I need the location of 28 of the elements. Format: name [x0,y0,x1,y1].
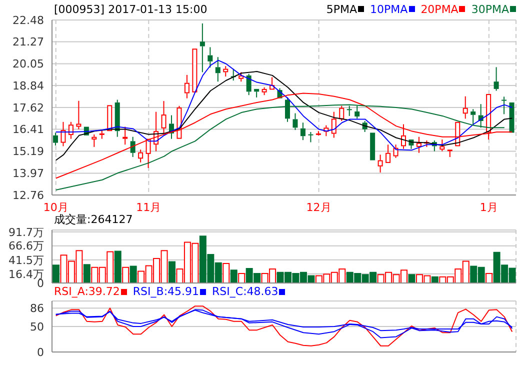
y-tick-label: 15.19 [12,145,44,158]
legend-label: 10PMA [370,2,409,16]
legend-label: RSI_B:45.91 [132,285,200,298]
y-tick-label: 0 [37,346,44,359]
y-tick-label: 50 [30,320,44,334]
y-tick-label: 17.62 [12,101,44,114]
x-tick-label: 10月 [43,200,68,214]
y-tick-label: 20.05 [12,58,44,71]
y-tick-label: 18.84 [12,79,44,92]
y-tick-label: 12.76 [12,188,44,202]
x-tick-label: 1月 [480,200,498,214]
x-tick-label: 11月 [136,200,162,214]
y-tick-label: 86 [30,302,44,316]
y-tick-label: 21.27 [12,36,44,49]
y-tick-label: 13.97 [12,167,44,180]
y-tick-label: 22.48 [12,14,44,27]
legend-label: 5PMA [326,2,358,16]
legend-label: RSI_A:39.72 [54,285,121,298]
legend-label: 30PMA [471,2,510,16]
legend-label: 20PMA [420,2,460,16]
chart-title: [000953] 2017-01-13 15:00 [54,2,208,16]
y-tick-label: 41.5万 [8,254,44,267]
y-tick-label: 66.6万 [8,240,44,253]
x-tick-label: 12月 [306,200,332,214]
y-tick-label: 16.4万 [8,268,44,281]
chart-title: 成交量:264127 [54,212,133,226]
y-tick-label: 16.41 [12,123,44,136]
legend-label: RSI_C:48.63 [212,285,280,298]
